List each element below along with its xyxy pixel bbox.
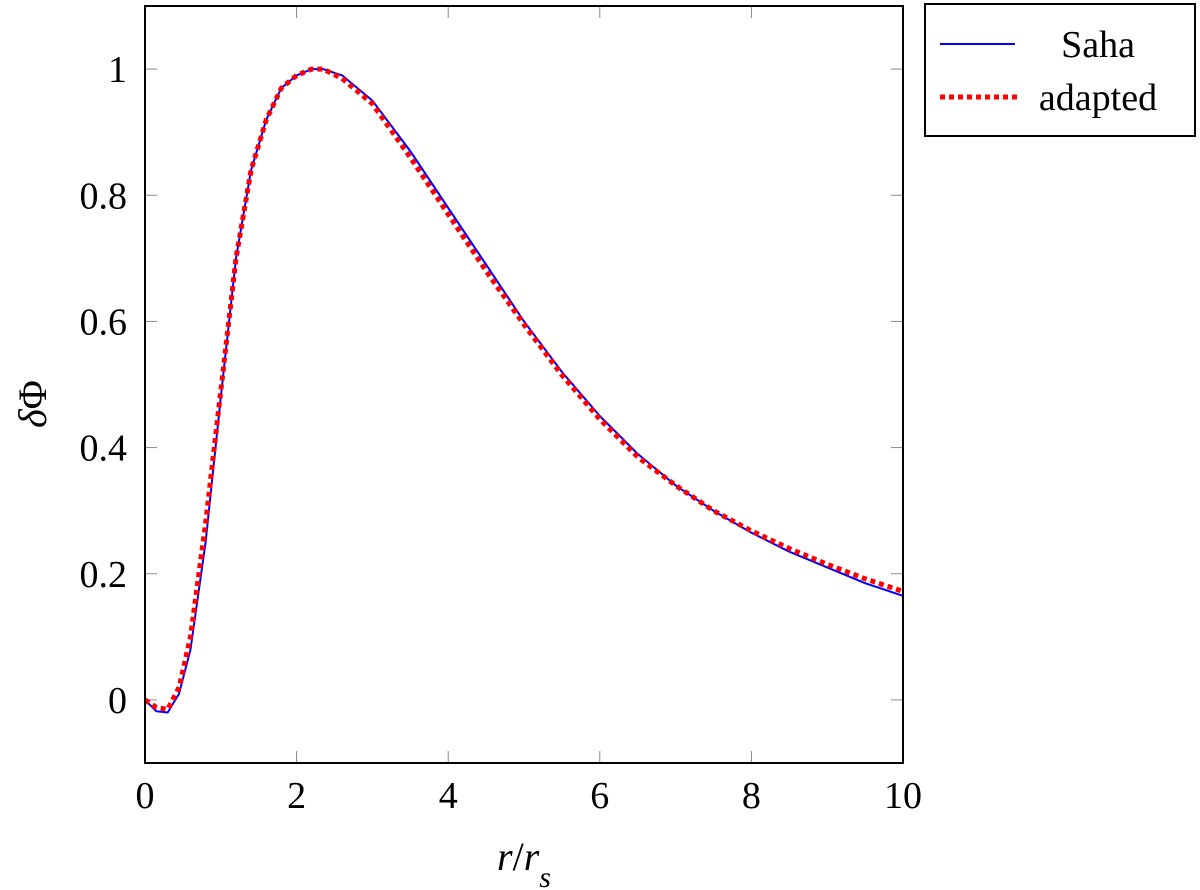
plot-frame [144, 5, 904, 764]
series-line-saha [144, 68, 904, 714]
x-tick-label: 8 [742, 775, 761, 817]
legend-label-adapted: adapted [1039, 77, 1157, 119]
series-layer [143, 66, 904, 714]
y-axis-title: δΦ [10, 380, 55, 428]
y-tick-label: 0 [108, 680, 127, 722]
x-tick-label: 2 [287, 775, 306, 817]
axis-ticks: 0 2 4 6 8 10 0 0.2 0.4 0.6 0.8 1 [80, 6, 922, 817]
x-tick-label: 6 [590, 775, 609, 817]
svg-text:r/rs: r/rs [497, 834, 551, 890]
y-tick-label: 0.4 [80, 428, 128, 470]
y-tick-label: 0.2 [80, 554, 128, 596]
x-tick-label: 10 [884, 775, 922, 817]
y-tick-label: 1 [108, 49, 127, 91]
legend: Saha adapted [924, 3, 1196, 137]
x-tick-label: 4 [439, 775, 458, 817]
y-tick-label: 0.8 [80, 175, 128, 217]
svg-text:δΦ: δΦ [10, 380, 55, 428]
x-axis-title: r/rs [497, 834, 551, 890]
legend-box [924, 3, 1196, 137]
legend-label-saha: Saha [1061, 24, 1135, 66]
x-tick-label: 0 [136, 775, 155, 817]
series-line-adapted [143, 66, 904, 712]
y-tick-label: 0.6 [80, 301, 128, 343]
